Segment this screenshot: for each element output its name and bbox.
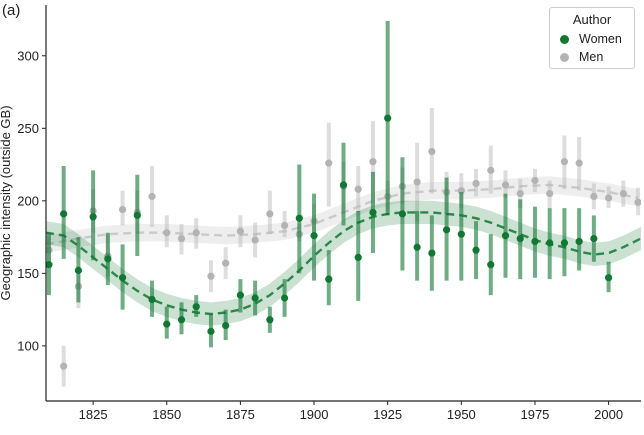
data-point-women	[280, 294, 289, 302]
legend-item-men: Men	[560, 50, 603, 64]
data-point-women	[413, 243, 421, 251]
data-point-women	[575, 237, 583, 246]
data-point-women	[177, 316, 186, 324]
y-tick-label: 150	[17, 266, 39, 281]
legend-label-men: Men	[579, 50, 604, 64]
y-tick-label: 100	[17, 338, 39, 353]
data-point-women	[501, 232, 510, 240]
y-ticks: 100 150 200 250 300	[17, 48, 46, 353]
x-tick-label: 1825	[79, 407, 108, 422]
data-point-men	[354, 185, 362, 193]
data-point-women	[74, 266, 83, 275]
data-point-men	[487, 166, 495, 174]
data-point-women	[295, 214, 303, 222]
data-point-women	[384, 114, 392, 122]
y-tick-label: 250	[17, 121, 39, 136]
legend-label-women: Women	[579, 32, 622, 46]
x-ticks: 1825 1850 1875 1900 1925 1950 1975 2000	[79, 401, 623, 422]
plot-inner	[46, 20, 641, 387]
data-point-women	[428, 249, 436, 257]
data-point-men	[60, 362, 68, 370]
data-point-women	[457, 230, 465, 238]
data-point-women	[46, 261, 53, 269]
data-point-women	[60, 210, 68, 218]
data-point-men	[192, 229, 200, 237]
data-point-women	[310, 232, 318, 240]
plot-area	[46, 20, 641, 387]
data-point-women	[516, 234, 524, 243]
x-tick-label: 1925	[373, 407, 402, 422]
data-point-men	[222, 259, 230, 267]
data-point-women	[89, 213, 97, 221]
data-point-men	[546, 189, 554, 198]
data-point-women	[207, 327, 215, 335]
data-point-women	[472, 246, 480, 254]
trend-band-women	[46, 200, 641, 326]
data-point-men	[604, 194, 613, 202]
trend-line-women	[46, 211, 641, 316]
data-point-women	[325, 275, 333, 283]
data-point-women	[604, 274, 613, 282]
data-point-women	[546, 239, 554, 247]
x-tick-label: 1975	[520, 407, 549, 422]
legend-marker-women	[560, 34, 569, 44]
data-point-men	[413, 178, 421, 186]
data-point-men	[236, 227, 245, 235]
data-point-men	[590, 192, 598, 201]
y-axis-label: Geographic intensity (outside GB)	[0, 105, 13, 300]
data-point-men	[163, 229, 171, 237]
data-point-men	[266, 210, 274, 218]
data-point-men	[369, 158, 377, 166]
panel-label: (a)	[2, 2, 21, 19]
data-point-women	[104, 255, 112, 263]
data-point-women	[118, 274, 127, 282]
data-point-men	[325, 159, 333, 167]
data-point-women	[590, 234, 598, 243]
data-point-women	[398, 210, 407, 218]
data-point-women	[560, 239, 569, 247]
legend-marker-men	[560, 52, 569, 62]
data-point-women	[236, 291, 245, 299]
data-point-women	[354, 253, 362, 261]
data-point-women	[133, 211, 141, 219]
x-tick-label: 2000	[594, 407, 623, 422]
x-tick-label: 1950	[447, 407, 476, 422]
data-point-women	[369, 208, 377, 217]
data-point-women	[442, 226, 451, 234]
x-tick-label: 1900	[300, 407, 329, 422]
data-point-men	[118, 205, 127, 214]
x-tick-label: 1850	[152, 407, 181, 422]
data-point-women	[148, 295, 156, 304]
legend-item-women: Women	[560, 32, 622, 46]
data-point-men	[207, 272, 215, 280]
data-point-men	[280, 221, 289, 230]
data-point-men	[575, 159, 583, 167]
data-point-men	[634, 198, 641, 206]
data-point-women	[531, 237, 539, 246]
data-point-men	[472, 179, 480, 188]
x-tick-label: 1875	[226, 407, 255, 422]
data-point-men	[619, 189, 627, 198]
legend: Author Women Men	[549, 7, 635, 69]
axes	[45, 5, 641, 402]
data-point-women	[251, 294, 259, 302]
y-tick-label: 300	[17, 48, 39, 63]
data-point-men	[531, 176, 539, 185]
data-point-women	[339, 181, 348, 189]
data-point-women	[266, 316, 274, 324]
data-point-men	[560, 158, 569, 166]
data-point-women	[222, 321, 230, 330]
data-point-men	[177, 234, 186, 243]
legend-title: Author	[572, 12, 612, 27]
data-point-women	[487, 261, 495, 269]
data-point-men	[428, 147, 436, 156]
data-point-women	[163, 320, 171, 328]
data-point-men	[251, 236, 259, 244]
data-point-men	[148, 192, 156, 201]
data-point-women	[192, 303, 200, 311]
data-point-men	[516, 189, 524, 198]
data-point-men	[501, 181, 510, 189]
y-tick-label: 200	[17, 193, 39, 208]
